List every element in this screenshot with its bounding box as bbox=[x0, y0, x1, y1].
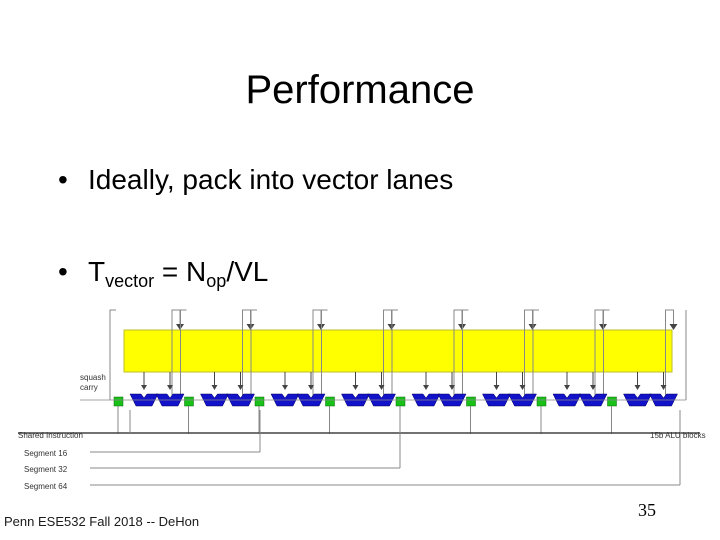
carry-label: carry bbox=[80, 383, 98, 392]
carry-box bbox=[607, 396, 617, 407]
arrow-icon bbox=[519, 385, 526, 390]
feedback-wire bbox=[321, 309, 328, 400]
alu-blocks-label: 15b ALU blocks bbox=[650, 431, 706, 440]
formula-eq-n: = N bbox=[154, 256, 207, 287]
feedback-wire bbox=[665, 309, 674, 400]
arrow-icon bbox=[660, 385, 667, 390]
arrow-icon bbox=[282, 385, 288, 390]
arrow-icon bbox=[493, 385, 500, 390]
bullet-text: Ideally, pack into vector lanes bbox=[88, 164, 454, 195]
feedback-wire bbox=[462, 309, 469, 400]
instruction-bus-lines bbox=[18, 310, 700, 486]
feedback-wire bbox=[391, 309, 398, 400]
carry-box bbox=[184, 396, 194, 407]
formula-t: T bbox=[88, 256, 106, 287]
shared-instruction-label: Shared Instruction bbox=[18, 431, 83, 440]
arrow-icon bbox=[308, 385, 314, 390]
segment-64-label: Segment 64 bbox=[24, 482, 68, 491]
footer-credit: Penn ESE532 Fall 2018 -- DeHon bbox=[4, 514, 200, 529]
arrow-icon bbox=[237, 385, 244, 390]
arrow-icon bbox=[167, 385, 173, 390]
alu-lanes bbox=[113, 372, 678, 407]
arrow-icon bbox=[634, 385, 641, 390]
bullet-marker: • bbox=[58, 164, 68, 195]
title-text: Performance bbox=[245, 68, 475, 112]
carry-box bbox=[395, 396, 406, 407]
page-number: 35 bbox=[638, 500, 656, 520]
arrow-icon bbox=[211, 385, 218, 390]
feedback-wire bbox=[603, 309, 610, 400]
arrow-icon bbox=[590, 385, 596, 390]
segment-16-label: Segment 16 bbox=[24, 449, 68, 458]
arrow-icon bbox=[449, 385, 455, 390]
squash-label: squash bbox=[80, 373, 106, 382]
feedback-wire bbox=[109, 309, 116, 400]
arrow-icon bbox=[352, 385, 359, 390]
slide-title: Performance bbox=[0, 68, 720, 113]
bullet-pack-vector-lanes: • Ideally, pack into vector lanes bbox=[58, 164, 453, 196]
arrow-icon bbox=[564, 385, 570, 390]
formula-vl: /VL bbox=[226, 256, 269, 287]
arrow-icon bbox=[423, 385, 429, 390]
carry-box bbox=[466, 396, 476, 407]
top-wires bbox=[109, 309, 678, 400]
carry-box bbox=[325, 396, 335, 407]
bullet-tvector-formula: • Tvector = Nop/VL bbox=[58, 256, 268, 292]
carry-box bbox=[254, 396, 265, 407]
vector-lanes-diagram: squash carry Shared Instruction Segment … bbox=[18, 309, 706, 491]
segment-32-label: Segment 32 bbox=[24, 465, 68, 474]
register-bank bbox=[123, 329, 673, 373]
feedback-wire bbox=[180, 309, 187, 400]
formula-sub-op: op bbox=[206, 271, 227, 291]
arrow-icon bbox=[378, 385, 385, 390]
arrow-icon bbox=[669, 324, 678, 330]
feedback-wire bbox=[250, 309, 257, 400]
carry-box bbox=[113, 396, 124, 407]
carry-box bbox=[536, 396, 547, 407]
arrow-icon bbox=[141, 385, 147, 390]
formula-sub-vector: vector bbox=[105, 271, 155, 291]
feedback-wire bbox=[532, 309, 539, 400]
bullet-marker: • bbox=[58, 256, 68, 287]
